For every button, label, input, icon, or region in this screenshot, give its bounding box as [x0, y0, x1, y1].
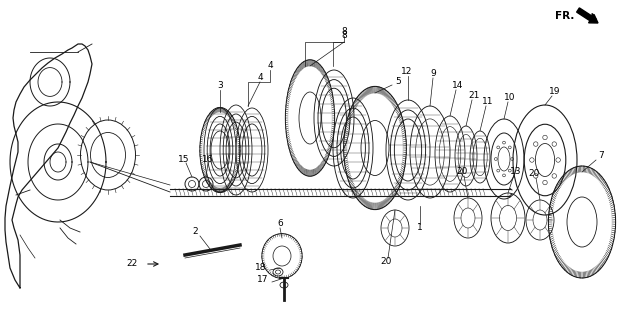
Text: 14: 14 [452, 82, 464, 91]
Text: 16: 16 [202, 155, 214, 164]
Text: 13: 13 [510, 166, 522, 175]
Text: 8: 8 [341, 28, 347, 36]
Text: 1: 1 [417, 223, 423, 233]
Text: 20: 20 [456, 167, 468, 177]
Text: 2: 2 [193, 228, 198, 236]
Text: 5: 5 [395, 77, 401, 86]
Text: 17: 17 [256, 276, 268, 284]
Text: 11: 11 [482, 98, 494, 107]
Text: 8: 8 [341, 31, 347, 41]
Text: 6: 6 [277, 220, 283, 228]
Text: 4: 4 [267, 61, 273, 70]
Text: 19: 19 [549, 87, 561, 97]
Text: 21: 21 [468, 92, 480, 100]
Text: 10: 10 [504, 93, 516, 102]
Text: 22: 22 [127, 260, 138, 268]
Text: 20: 20 [380, 258, 392, 267]
Text: 4: 4 [257, 74, 263, 83]
Text: 3: 3 [217, 82, 223, 91]
Text: 12: 12 [401, 68, 413, 76]
Text: 9: 9 [430, 69, 436, 78]
Text: 18: 18 [255, 263, 266, 273]
Text: 15: 15 [178, 155, 189, 164]
FancyArrow shape [577, 8, 598, 23]
Text: FR.: FR. [554, 11, 574, 21]
Text: 7: 7 [598, 151, 604, 161]
Text: 20: 20 [528, 170, 540, 179]
